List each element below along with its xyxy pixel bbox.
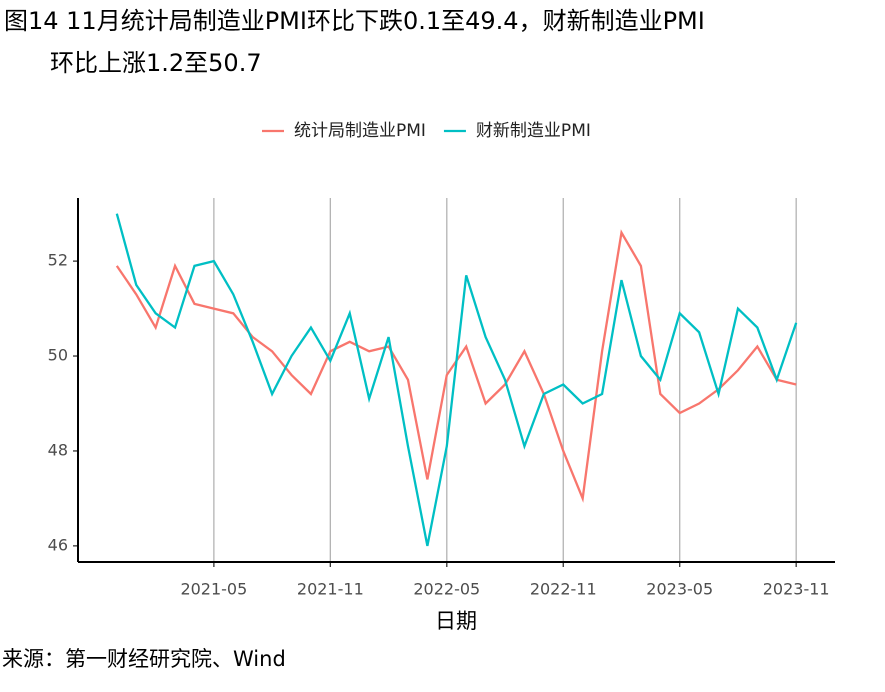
x-tick-label: 2023-05 — [646, 580, 713, 599]
legend-label: 统计局制造业PMI — [294, 121, 426, 141]
y-tick-label: 50 — [48, 346, 68, 365]
y-tick-label: 46 — [48, 535, 68, 554]
x-tick-label: 2021-05 — [180, 580, 247, 599]
source: 来源：第一财经研究院、Wind — [2, 647, 286, 671]
y-tick-label: 52 — [48, 251, 68, 270]
x-tick-label: 2021-11 — [297, 580, 364, 599]
x-tick-label: 2022-05 — [413, 580, 480, 599]
y-tick-label: 48 — [48, 440, 68, 459]
x-axis-label: 日期 — [435, 609, 477, 633]
x-tick-label: 2022-11 — [530, 580, 597, 599]
legend-label: 财新制造业PMI — [476, 121, 591, 141]
chart-title: 图14 11月统计局制造业PMI环比下跌0.1至49.4，财新制造业PMI — [4, 7, 705, 35]
line — [115, 213, 798, 547]
chart-title: 环比上涨1.2至50.7 — [50, 49, 262, 77]
x-tick-label: 2023-11 — [763, 580, 830, 599]
